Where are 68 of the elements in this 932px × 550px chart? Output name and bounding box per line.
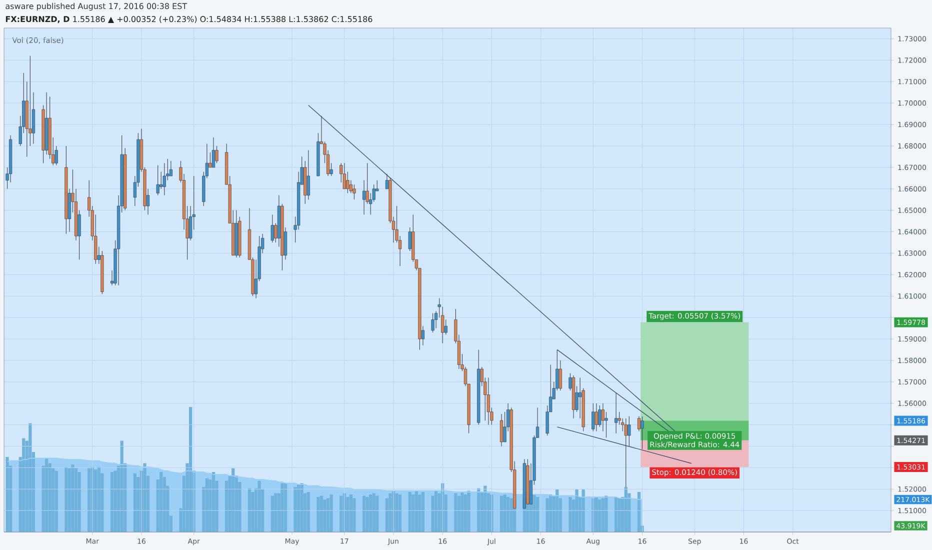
bar bbox=[143, 463, 146, 532]
bar bbox=[408, 492, 412, 532]
bar bbox=[454, 493, 458, 532]
candlestick bbox=[306, 150, 310, 200]
candlestick bbox=[624, 418, 628, 488]
bar bbox=[316, 497, 320, 532]
bar bbox=[362, 496, 366, 532]
bar bbox=[604, 496, 608, 532]
bar bbox=[78, 472, 81, 532]
bar bbox=[568, 497, 572, 532]
bar bbox=[284, 483, 288, 532]
bar bbox=[398, 494, 402, 532]
bar bbox=[28, 423, 32, 532]
candlestick bbox=[160, 171, 163, 190]
candlestick bbox=[162, 162, 166, 196]
candlestick bbox=[362, 180, 366, 215]
bar bbox=[110, 472, 114, 532]
bar bbox=[376, 496, 379, 532]
candlestick bbox=[169, 160, 172, 176]
bar bbox=[352, 498, 356, 532]
bar bbox=[510, 498, 513, 532]
candlestick bbox=[215, 146, 218, 164]
candlestick bbox=[486, 377, 490, 426]
chart-title: FX:EURNZD, D 1.55186 ▲ +0.00352 (+0.23%) O:1.54834 H:1.55388 L:1.53862 C:1.55186 bbox=[6, 16, 372, 24]
candlestick bbox=[212, 137, 216, 168]
candlestick bbox=[592, 403, 595, 432]
candlestick bbox=[342, 162, 346, 190]
bar bbox=[532, 494, 536, 532]
bar bbox=[64, 467, 68, 532]
bar bbox=[421, 492, 425, 532]
bar bbox=[133, 473, 136, 532]
candlestick bbox=[598, 405, 602, 428]
bar bbox=[94, 470, 98, 532]
candlestick bbox=[352, 184, 356, 200]
bar bbox=[388, 493, 392, 532]
candlestick bbox=[640, 416, 644, 450]
bar bbox=[346, 497, 350, 532]
bar bbox=[270, 496, 274, 532]
candlestick bbox=[604, 412, 608, 438]
bar bbox=[637, 492, 641, 532]
bar bbox=[582, 490, 585, 532]
bar bbox=[6, 457, 9, 532]
candlestick bbox=[594, 403, 598, 432]
bar bbox=[248, 488, 252, 532]
bar bbox=[614, 497, 618, 532]
bar bbox=[536, 497, 540, 532]
candlestick bbox=[431, 312, 434, 333]
bar bbox=[546, 498, 549, 532]
bar bbox=[306, 492, 310, 532]
bar bbox=[594, 497, 598, 532]
candlestick bbox=[444, 319, 448, 335]
bar bbox=[467, 490, 470, 532]
candlestick bbox=[270, 214, 274, 243]
candlestick bbox=[628, 416, 631, 447]
bar bbox=[477, 488, 480, 532]
bar bbox=[54, 470, 58, 532]
candlestick bbox=[346, 171, 350, 194]
candlestick bbox=[500, 414, 504, 447]
bar bbox=[395, 493, 398, 532]
bar bbox=[294, 487, 297, 532]
candlestick bbox=[614, 392, 618, 434]
candlestick bbox=[558, 360, 562, 391]
candlestick bbox=[156, 164, 160, 196]
chart-subtitle: asware published August 17, 2016 00:38 EST bbox=[6, 2, 188, 11]
bar bbox=[189, 407, 192, 532]
bar bbox=[330, 494, 333, 532]
bar bbox=[500, 496, 504, 532]
bar bbox=[88, 468, 91, 532]
